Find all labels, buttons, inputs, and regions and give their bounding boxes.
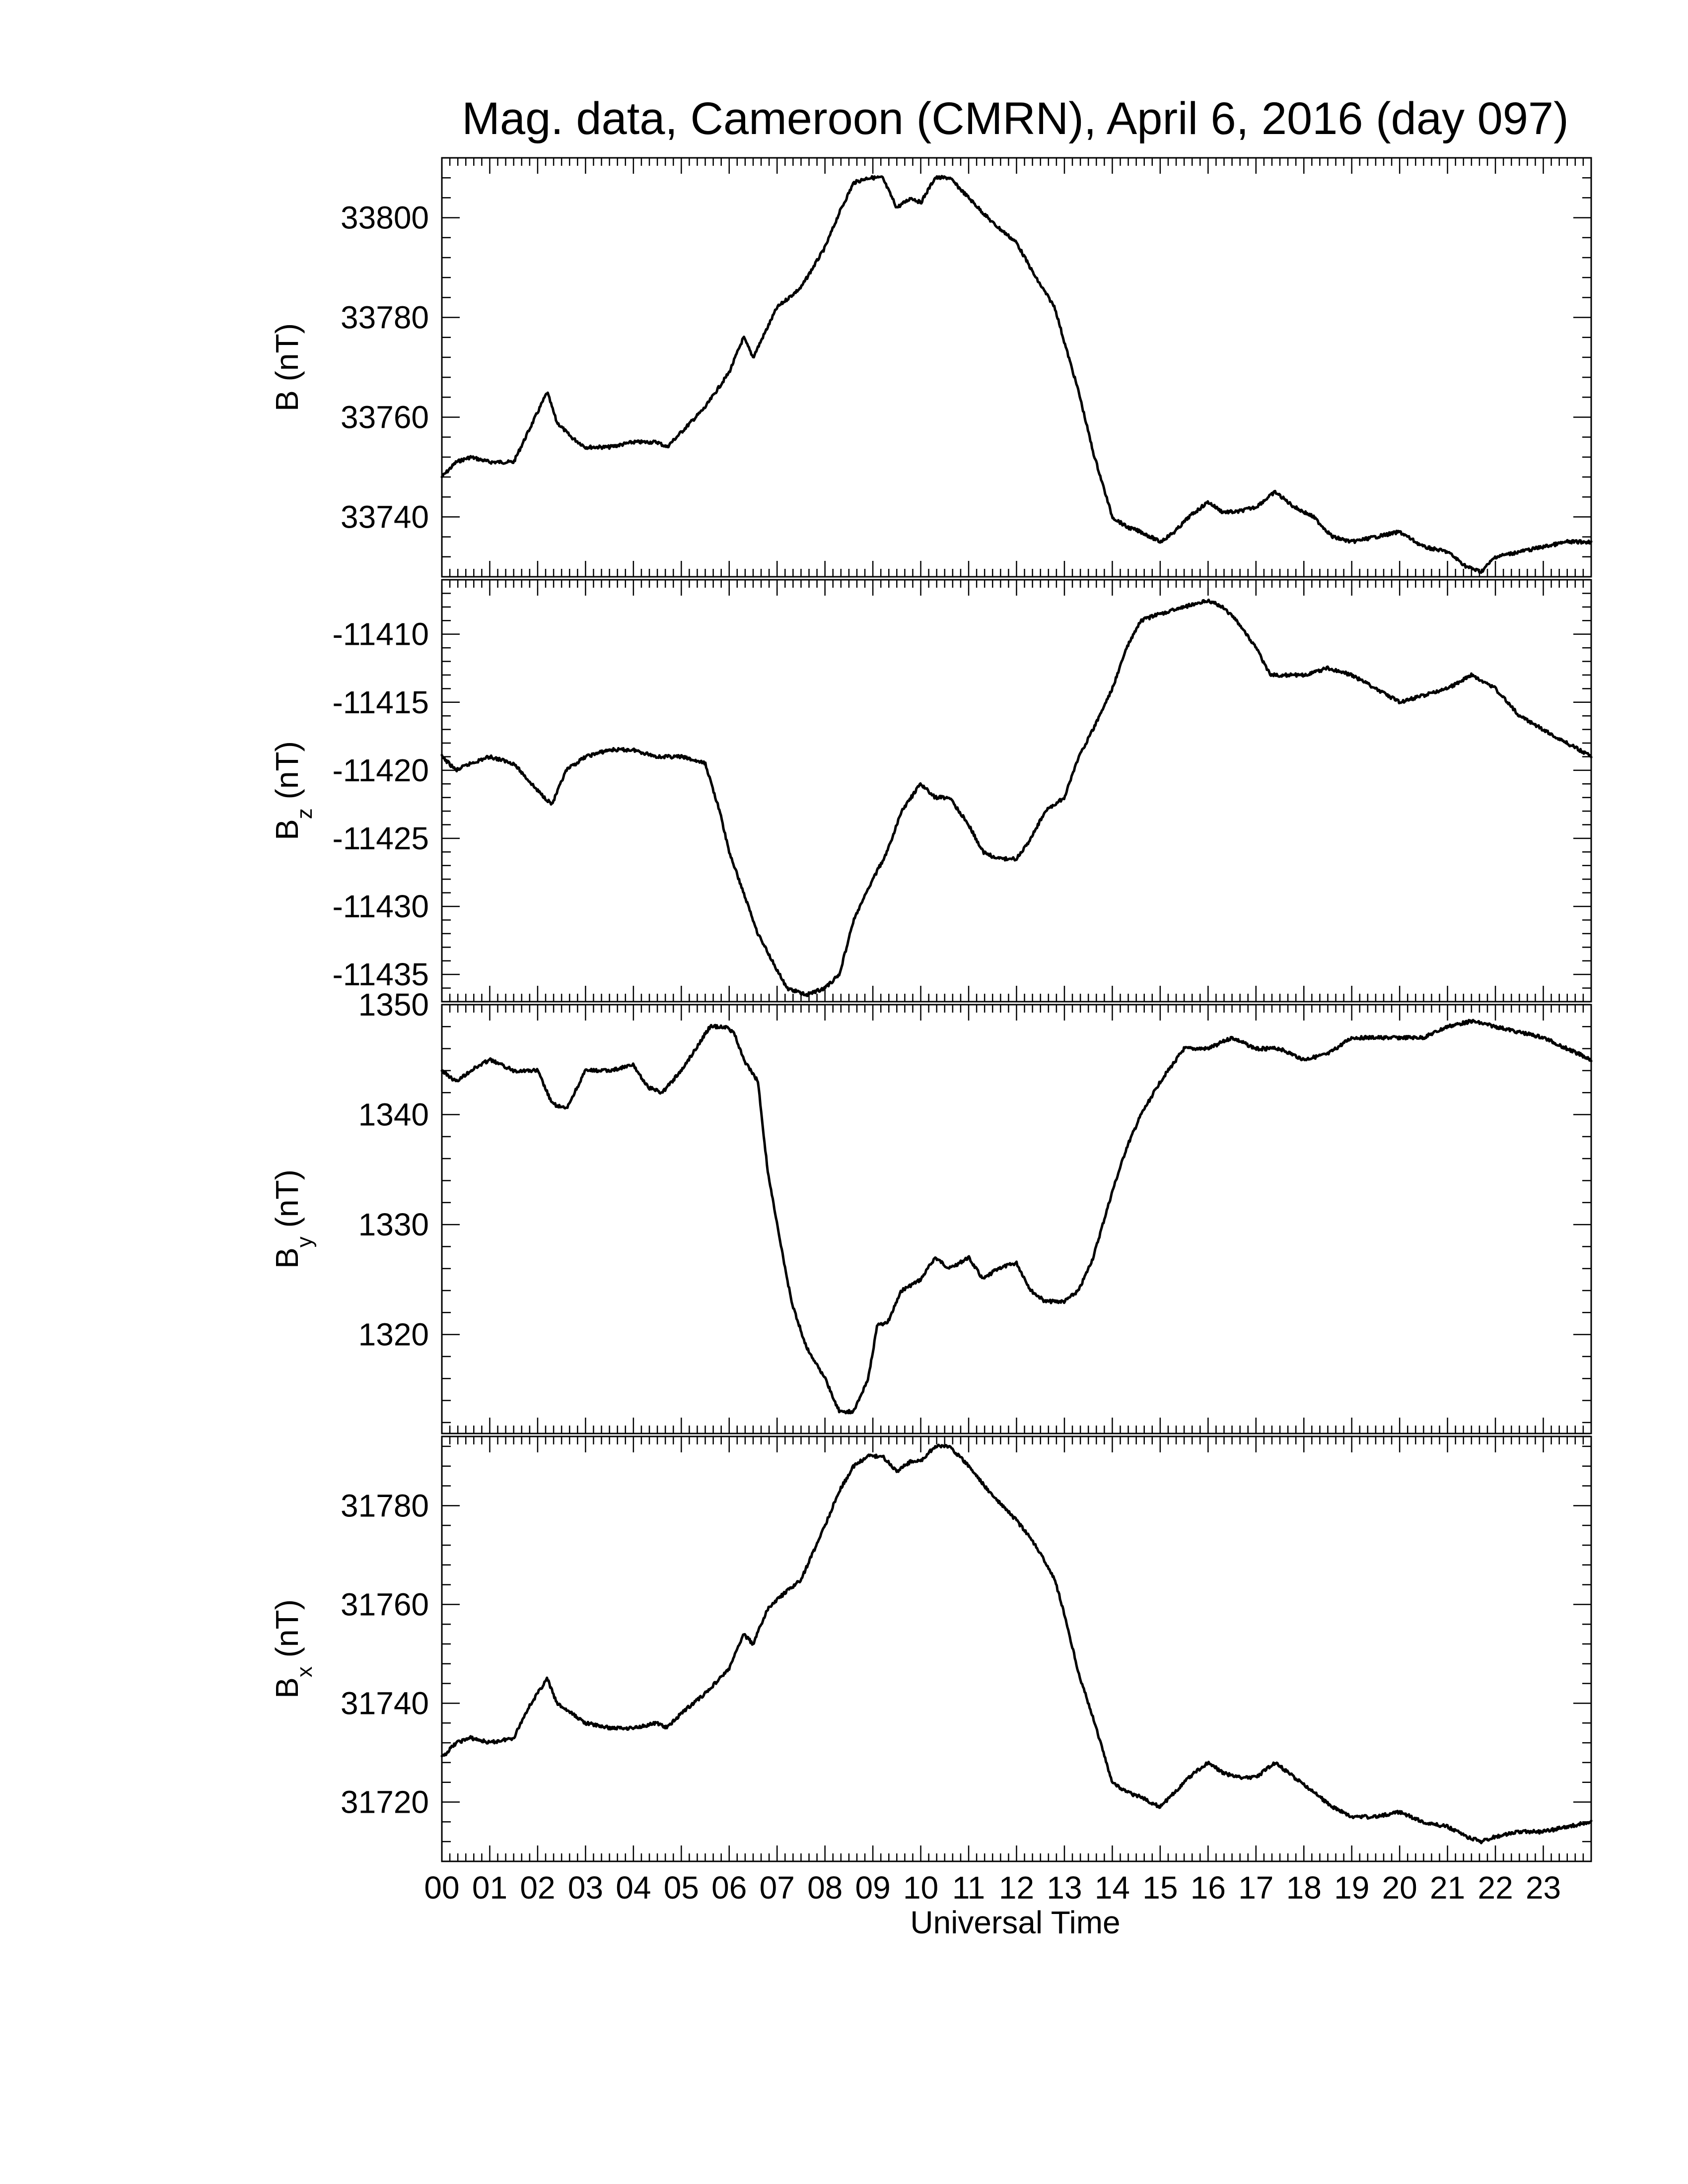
y-tick-label: -11430 bbox=[332, 888, 429, 924]
y-tick-label: 31760 bbox=[341, 1586, 429, 1622]
panel-Bx: 31720 31740 31760 31780 Bx (nT) bbox=[269, 1435, 1593, 1862]
y-tick-label: 1350 bbox=[358, 987, 429, 1023]
x-tick-label: 22 bbox=[1477, 1870, 1513, 1906]
x-tick-label: 16 bbox=[1191, 1870, 1226, 1906]
x-tick-label: 09 bbox=[855, 1870, 891, 1906]
y-axis-label-symbol: B bbox=[269, 819, 305, 840]
y-tick-label: 1320 bbox=[358, 1317, 429, 1353]
x-tick-label: 19 bbox=[1334, 1870, 1369, 1906]
x-tick-label: 07 bbox=[760, 1870, 795, 1906]
y-tick-label: -11435 bbox=[332, 956, 429, 992]
y-tick-label: 31720 bbox=[341, 1784, 429, 1820]
x-axis-labels: 00 01 02 03 04 05 06 07 08 09 10 11 12 13 14 15 16 17 18 19… bbox=[424, 1870, 1561, 1906]
x-tick-label: 10 bbox=[903, 1870, 938, 1906]
y-axis-label-subscript: z bbox=[292, 808, 317, 819]
y-tick-label: 33800 bbox=[341, 200, 429, 236]
x-tick-label: 14 bbox=[1095, 1870, 1130, 1906]
y-axis-label-subscript: x bbox=[292, 1666, 317, 1677]
y-axis-label-unit: (nT) bbox=[269, 741, 305, 808]
series-line-B bbox=[440, 175, 1593, 574]
y-axis-label-symbol: B bbox=[269, 1677, 305, 1699]
x-tick-label: 01 bbox=[472, 1870, 507, 1906]
series-line-Bz bbox=[440, 598, 1593, 997]
y-axis-label-unit: (nT) bbox=[269, 323, 305, 390]
panel-frame bbox=[441, 579, 1592, 1003]
x-tick-label: 12 bbox=[999, 1870, 1034, 1906]
x-tick-label: 21 bbox=[1430, 1870, 1465, 1906]
series-line-Bx bbox=[440, 1443, 1593, 1844]
x-tick-label: 04 bbox=[616, 1870, 651, 1906]
y-tick-label: -11420 bbox=[332, 752, 429, 788]
y-tick-label: 1330 bbox=[358, 1207, 429, 1242]
x-tick-label: 17 bbox=[1238, 1870, 1273, 1906]
y-tick-label: -11415 bbox=[332, 684, 429, 720]
panel-B: 33740 33760 33780 33800 B (nT) bbox=[269, 157, 1593, 578]
y-axis-label-By: By (nT) bbox=[269, 1169, 317, 1269]
panel-Bz: -11435 -11430 -11425 -11420 -11415 -11410 Bz (… bbox=[269, 579, 1593, 1003]
y-axis-label-Bx: Bx (nT) bbox=[269, 1599, 317, 1699]
x-tick-label: 00 bbox=[424, 1870, 459, 1906]
series-line-By bbox=[440, 1019, 1593, 1415]
y-axis-label-unit: (nT) bbox=[269, 1599, 305, 1666]
y-axis-label-unit: (nT) bbox=[269, 1169, 305, 1236]
y-tick-label: 31740 bbox=[341, 1685, 429, 1721]
y-tick-label: -11410 bbox=[332, 616, 429, 652]
x-axis-title: Universal Time bbox=[910, 1905, 1120, 1940]
panel-frame bbox=[441, 1435, 1592, 1862]
y-axis-label-Bz: Bz (nT) bbox=[269, 741, 317, 840]
panel-By: 1320 1330 1340 1350 By (nT) bbox=[269, 987, 1593, 1434]
panel-frame bbox=[441, 157, 1592, 578]
x-tick-label: 08 bbox=[807, 1870, 843, 1906]
y-axis-label-subscript: y bbox=[292, 1236, 317, 1247]
x-tick-label: 18 bbox=[1286, 1870, 1322, 1906]
x-tick-label: 20 bbox=[1382, 1870, 1417, 1906]
y-tick-label: 1340 bbox=[358, 1097, 429, 1133]
x-tick-label: 23 bbox=[1526, 1870, 1561, 1906]
x-tick-label: 05 bbox=[664, 1870, 699, 1906]
x-tick-label: 06 bbox=[711, 1870, 747, 1906]
chart-title: Mag. data, Cameroon (CMRN), April 6, 201… bbox=[462, 93, 1568, 144]
y-tick-label: 31780 bbox=[341, 1488, 429, 1523]
x-tick-label: 03 bbox=[568, 1870, 603, 1906]
y-tick-label: -11425 bbox=[332, 820, 429, 856]
y-axis-label-B: B (nT) bbox=[269, 323, 305, 411]
x-tick-label: 02 bbox=[520, 1870, 555, 1906]
y-tick-label: 33780 bbox=[341, 300, 429, 336]
y-tick-label: 33760 bbox=[341, 399, 429, 435]
x-tick-label: 15 bbox=[1142, 1870, 1178, 1906]
y-tick-label: 33740 bbox=[341, 499, 429, 535]
y-axis-label-symbol: B bbox=[269, 390, 305, 411]
x-tick-label: 11 bbox=[952, 1870, 985, 1906]
y-axis-label-symbol: B bbox=[269, 1247, 305, 1269]
x-tick-label: 13 bbox=[1047, 1870, 1082, 1906]
